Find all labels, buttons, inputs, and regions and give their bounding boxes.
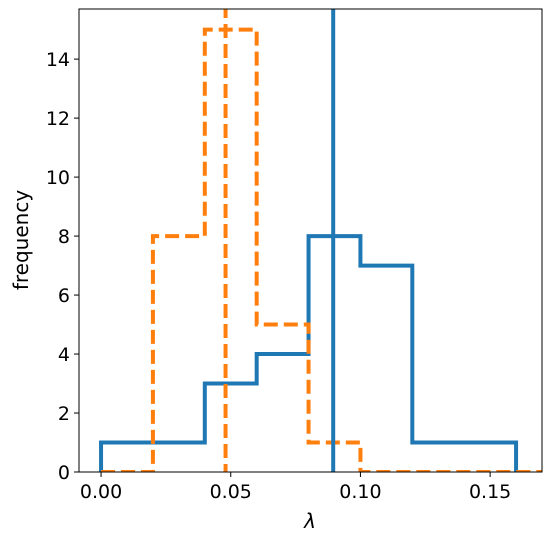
y-tick-label: 2 xyxy=(58,403,70,425)
histogram-series-1 xyxy=(99,234,519,472)
y-tick-label: 0 xyxy=(58,462,70,484)
x-tick-label: 0.10 xyxy=(339,481,381,503)
plot-frame xyxy=(78,8,543,473)
y-tick-label: 14 xyxy=(46,49,70,71)
x-axis-label: λ xyxy=(303,509,316,533)
histogram-series-2 xyxy=(101,27,542,472)
x-axis: 0.00 0.05 0.10 0.15 xyxy=(80,472,511,503)
y-tick-label: 10 xyxy=(46,167,70,189)
x-tick-label: 0.05 xyxy=(210,481,252,503)
y-tick-label: 4 xyxy=(58,344,70,366)
y-tick-label: 12 xyxy=(46,108,70,130)
y-tick-label: 6 xyxy=(58,285,70,307)
x-tick-label: 0.15 xyxy=(469,481,511,503)
y-axis-label: frequency xyxy=(9,190,33,290)
y-tick-label: 8 xyxy=(58,226,70,248)
y-axis: 0 2 4 6 8 10 12 14 xyxy=(46,49,79,484)
x-tick-label: 0.00 xyxy=(80,481,122,503)
plot-area xyxy=(99,9,542,472)
